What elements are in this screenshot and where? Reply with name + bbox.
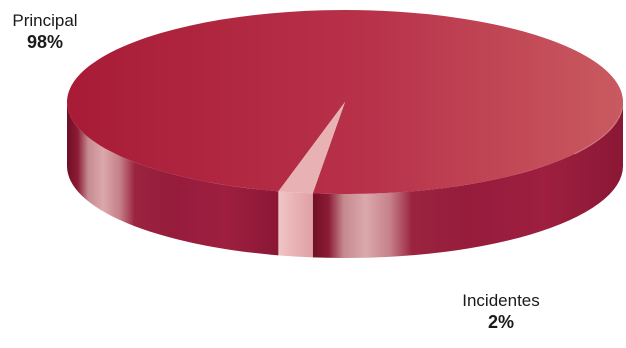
- slice-value-principal: 98%: [26, 32, 64, 53]
- slice-side-principal-left: [67, 102, 279, 256]
- slice-label-incidentes: Incidentes 2%: [441, 290, 561, 334]
- pie-rim-highlight: [574, 106, 624, 155]
- slice-name-principal: Principal: [12, 11, 78, 30]
- slice-incidentes: [278, 102, 345, 194]
- slice-name-incidentes: Incidentes: [462, 291, 540, 310]
- slice-label-principal: Principal 98%: [2, 10, 88, 54]
- slice-principal: [67, 9, 624, 194]
- slice-side-incidentes: [278, 191, 313, 258]
- slice-value-incidentes: 2%: [487, 312, 514, 333]
- slice-side-principal-right: [312, 102, 624, 259]
